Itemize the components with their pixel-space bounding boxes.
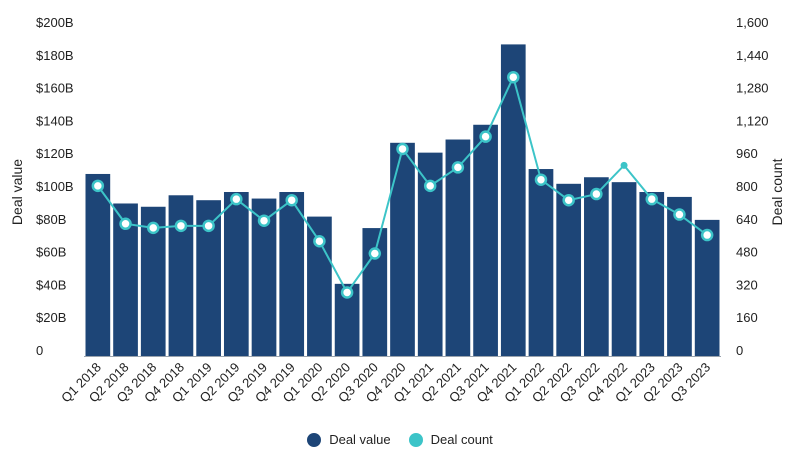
point-deal-count <box>620 161 628 169</box>
bar-deal-value <box>85 173 111 356</box>
point-deal-count <box>146 221 160 235</box>
point-deal-count <box>202 219 215 233</box>
y-tick-label: $80B <box>36 212 66 227</box>
bar-deal-value <box>168 195 194 356</box>
point-deal-count <box>507 70 520 84</box>
point-deal-count <box>423 179 437 193</box>
point-deal-count <box>396 142 409 156</box>
point-deal-count <box>673 208 686 221</box>
y-tick-label: 0 <box>36 343 43 358</box>
point-deal-count <box>645 192 659 206</box>
y-tick-label: $20B <box>36 310 66 325</box>
y2-tick-label: 1,280 <box>736 81 769 96</box>
bar-deal-value <box>473 124 498 356</box>
bar-deal-value <box>223 192 249 356</box>
bar-deal-value <box>500 44 526 357</box>
combo-chart: 0 $20B $40B $60B $80B $100B $120B $140B $160B $18… <box>9 15 785 405</box>
y-tick-label: $100B <box>36 179 74 194</box>
y2-tick-label: 1,120 <box>736 113 769 128</box>
legend-swatch-deal-count <box>408 432 423 447</box>
point-deal-count <box>479 130 492 143</box>
legend-swatch-deal-value <box>307 432 322 447</box>
y-axis-title: Deal value <box>9 159 25 225</box>
y-tick-label: $120B <box>36 146 74 161</box>
y-tick-label: $60B <box>36 245 66 260</box>
y2-tick-label: 480 <box>736 245 758 260</box>
y2-tick-label: 800 <box>736 179 758 194</box>
bar-deal-value <box>528 169 554 356</box>
y2-tick-label: 1,440 <box>736 48 769 63</box>
bar-deal-value <box>639 192 665 356</box>
y2-tick-label: 320 <box>736 277 758 292</box>
y-tick-label: $40B <box>36 277 66 292</box>
y-tick-label: $180B <box>36 48 74 63</box>
point-deal-count <box>91 179 105 193</box>
point-deal-count <box>534 173 548 186</box>
bar-deal-value <box>556 183 582 356</box>
legend-label-deal-value: Deal value <box>329 432 391 447</box>
point-deal-count <box>285 193 298 207</box>
bar-deal-value <box>445 139 471 356</box>
point-deal-count <box>313 234 326 248</box>
y2-tick-label: 640 <box>736 212 758 227</box>
bar-deal-value <box>694 219 720 356</box>
bar-deal-value <box>667 196 692 356</box>
y2-tick-label: 960 <box>736 146 758 161</box>
point-deal-count <box>257 214 271 227</box>
chart-legend: Deal value Deal count <box>0 432 800 447</box>
y2-tick-label: 160 <box>736 310 758 325</box>
y-tick-label: $200B <box>36 15 74 30</box>
bar-deal-value <box>584 177 609 356</box>
legend-item-deal-count: Deal count <box>408 432 493 447</box>
y2-axis-title: Deal count <box>769 158 785 225</box>
y2-tick-label: 0 <box>736 343 743 358</box>
y-tick-label: $140B <box>36 113 74 128</box>
bar-deal-value <box>279 192 305 356</box>
point-deal-count <box>340 286 354 299</box>
point-deal-count <box>700 228 714 242</box>
bar-deal-value <box>390 142 415 356</box>
point-deal-count <box>590 187 603 201</box>
y-tick-label: $160B <box>36 81 74 96</box>
point-deal-count <box>174 219 188 233</box>
y2-tick-label: 1,600 <box>736 15 769 30</box>
point-deal-count <box>119 217 132 231</box>
point-deal-count <box>451 161 465 174</box>
legend-label-deal-count: Deal count <box>430 432 493 447</box>
bar-deal-value <box>611 182 637 356</box>
point-deal-count <box>562 193 575 207</box>
legend-item-deal-value: Deal value <box>307 432 391 447</box>
point-deal-count <box>368 247 382 260</box>
point-deal-count <box>230 192 243 206</box>
